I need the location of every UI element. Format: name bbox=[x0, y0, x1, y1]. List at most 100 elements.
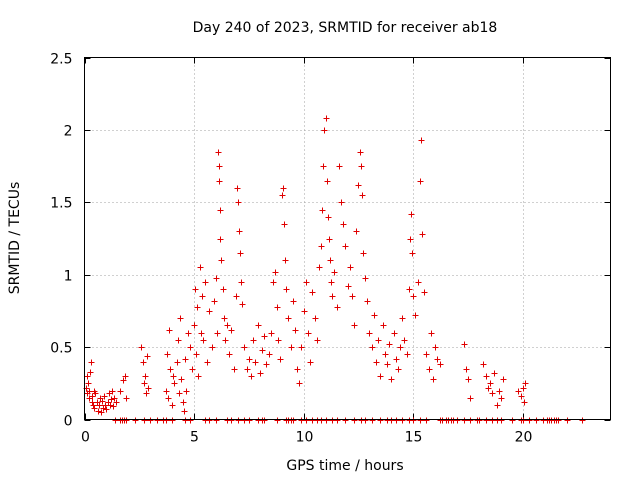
data-point bbox=[454, 417, 461, 424]
data-point bbox=[434, 356, 441, 363]
data-point bbox=[296, 380, 303, 387]
data-point bbox=[109, 388, 116, 395]
data-point bbox=[198, 330, 205, 337]
data-point bbox=[99, 398, 106, 405]
data-point bbox=[279, 192, 286, 199]
data-point bbox=[399, 417, 406, 424]
data-point bbox=[270, 279, 277, 286]
data-point bbox=[526, 417, 533, 424]
data-point bbox=[89, 393, 96, 400]
data-point bbox=[120, 377, 127, 384]
data-point bbox=[281, 221, 288, 228]
data-point bbox=[432, 344, 439, 351]
data-point bbox=[520, 385, 527, 392]
data-point bbox=[324, 178, 331, 185]
data-point bbox=[96, 402, 103, 409]
data-point bbox=[342, 243, 349, 250]
data-point bbox=[485, 385, 492, 392]
data-point bbox=[290, 298, 297, 305]
data-point bbox=[183, 388, 190, 395]
data-point bbox=[164, 351, 171, 358]
data-point bbox=[423, 351, 430, 358]
data-point bbox=[338, 199, 345, 206]
data-point bbox=[236, 228, 243, 235]
data-point bbox=[336, 163, 343, 170]
data-point bbox=[288, 344, 295, 351]
data-point bbox=[404, 351, 411, 358]
data-point bbox=[461, 417, 468, 424]
data-point bbox=[209, 344, 216, 351]
data-point bbox=[189, 366, 196, 373]
data-point bbox=[375, 337, 382, 344]
data-point bbox=[280, 185, 287, 192]
data-point bbox=[417, 417, 424, 424]
data-point bbox=[326, 236, 333, 243]
data-point bbox=[334, 417, 341, 424]
data-point bbox=[237, 250, 244, 257]
data-point bbox=[319, 207, 326, 214]
data-point bbox=[154, 417, 161, 424]
data-point bbox=[194, 304, 201, 311]
data-point bbox=[261, 333, 268, 340]
data-point bbox=[274, 304, 281, 311]
data-point bbox=[108, 396, 115, 403]
data-point bbox=[292, 327, 299, 334]
data-point bbox=[391, 330, 398, 337]
y-tick-label: 1.5 bbox=[50, 196, 72, 212]
data-point bbox=[353, 228, 360, 235]
data-point bbox=[325, 214, 332, 221]
data-point bbox=[250, 337, 257, 344]
data-point bbox=[409, 250, 416, 257]
data-point bbox=[181, 408, 188, 415]
data-point bbox=[355, 182, 362, 189]
data-point bbox=[369, 344, 376, 351]
data-point bbox=[498, 417, 505, 424]
data-point bbox=[252, 359, 259, 366]
data-point bbox=[290, 417, 297, 424]
data-point bbox=[165, 395, 172, 402]
data-point bbox=[214, 330, 221, 337]
data-point bbox=[342, 417, 349, 424]
data-point bbox=[266, 351, 273, 358]
data-point bbox=[489, 390, 496, 397]
data-point bbox=[257, 370, 264, 377]
data-point bbox=[167, 366, 174, 373]
data-point bbox=[373, 359, 380, 366]
data-point bbox=[364, 298, 371, 305]
data-point bbox=[231, 366, 238, 373]
data-point bbox=[193, 351, 200, 358]
data-point bbox=[476, 417, 483, 424]
data-point bbox=[393, 356, 400, 363]
data-point bbox=[351, 417, 358, 424]
data-point bbox=[487, 380, 494, 387]
data-point bbox=[340, 221, 347, 228]
data-point bbox=[222, 337, 229, 344]
data-point bbox=[555, 417, 562, 424]
data-point bbox=[199, 293, 206, 300]
chart-title: Day 240 of 2023, SRMTID for receiver ab1… bbox=[193, 20, 498, 36]
data-point bbox=[461, 341, 468, 348]
data-point bbox=[244, 366, 251, 373]
data-point bbox=[174, 359, 181, 366]
data-point bbox=[309, 289, 316, 296]
data-point bbox=[303, 417, 310, 424]
data-point bbox=[217, 236, 224, 243]
data-point bbox=[224, 322, 231, 329]
data-point bbox=[406, 286, 413, 293]
data-point bbox=[132, 417, 139, 424]
data-point bbox=[320, 163, 327, 170]
data-point bbox=[362, 417, 369, 424]
data-point bbox=[216, 178, 223, 185]
data-point bbox=[206, 417, 213, 424]
data-point bbox=[399, 315, 406, 322]
data-point bbox=[345, 283, 352, 290]
data-point bbox=[388, 376, 395, 383]
data-point bbox=[226, 351, 233, 358]
data-point bbox=[169, 402, 176, 409]
data-point bbox=[111, 395, 118, 402]
chart-grid bbox=[84, 57, 611, 420]
data-point bbox=[498, 395, 505, 402]
data-point bbox=[220, 286, 227, 293]
data-point bbox=[357, 149, 364, 156]
